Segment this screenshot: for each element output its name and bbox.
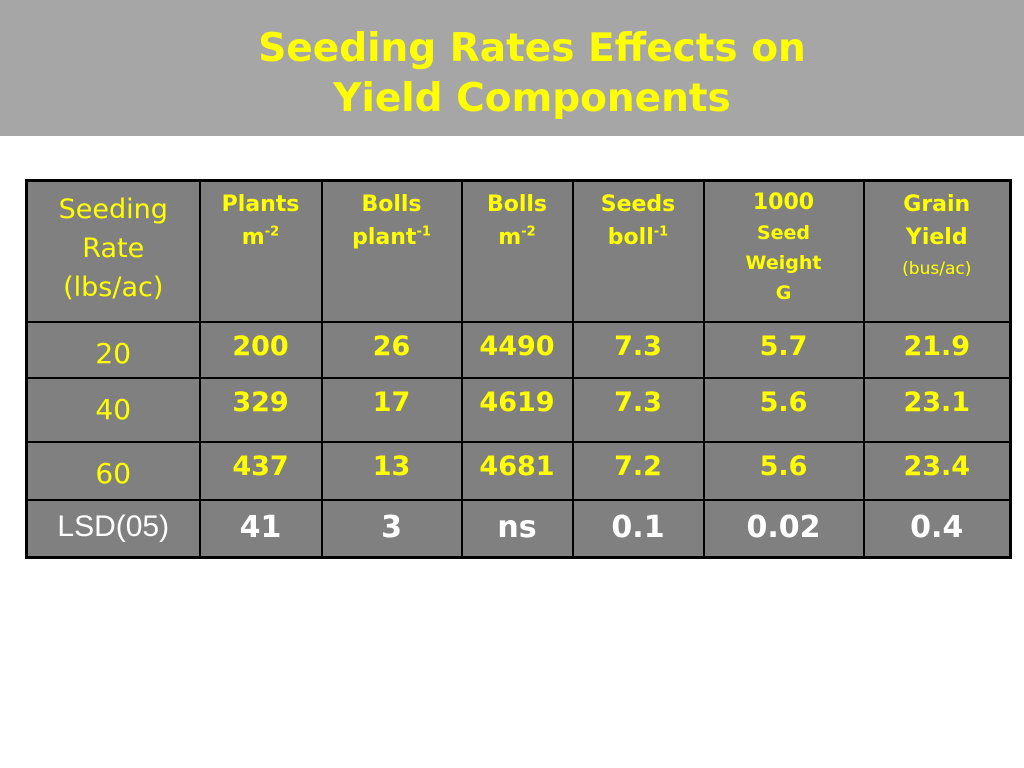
yield-components-table: Seeding Rate (lbs/ac) Plants m-2 Bolls p…	[25, 179, 1012, 559]
header-plants-unit: m-2	[241, 224, 280, 250]
header-bolls-per-m2-label: Bolls	[486, 192, 548, 217]
table-cell: 23.4	[862, 441, 1012, 501]
header-bolls-per-m2: Bolls m-2	[460, 179, 574, 323]
header-seeds-per-boll-unit: boll-1	[607, 224, 669, 250]
header-seed-weight-line: G	[775, 282, 792, 304]
table-cell: ns	[460, 499, 574, 558]
header-bolls-per-plant-label: Bolls	[361, 192, 422, 217]
table-cell: 0.4	[862, 499, 1012, 558]
header-grain-yield-line: Yield	[905, 225, 968, 250]
header-seed-weight-line: Weight	[745, 252, 822, 274]
header-plants: Plants m-2	[198, 179, 323, 323]
header-grain-yield-line: Grain	[903, 192, 971, 217]
table-cell: 13	[320, 441, 463, 501]
header-bolls-per-m2-unit: m-2	[498, 224, 536, 250]
table-cell: 0.02	[702, 499, 865, 558]
row-label: 60	[25, 441, 201, 501]
title-line-2: Yield Components	[333, 76, 731, 121]
header-grain-yield: Grain Yield (bus/ac)	[862, 179, 1012, 323]
row-label: 40	[25, 377, 201, 443]
header-plants-label: Plants	[221, 192, 300, 217]
table-cell: 23.1	[862, 377, 1012, 443]
table-row: 20 200 26 4490 7.3 5.7 21.9	[25, 321, 1012, 379]
table-cell: 17	[320, 377, 463, 443]
table-cell: 7.3	[571, 377, 705, 443]
table-row: 40 329 17 4619 7.3 5.6 23.1	[25, 377, 1012, 443]
row-label: LSD(05)	[25, 499, 201, 558]
header-seeding-rate-line: (lbs/ac)	[63, 272, 164, 303]
header-seed-weight-line: Seed	[756, 222, 811, 244]
header-bolls-per-plant: Bolls plant-1	[320, 179, 463, 323]
header-seeding-rate-line: Rate	[82, 233, 145, 264]
title-band	[0, 0, 1024, 136]
table-cell: 5.6	[702, 377, 865, 443]
table-cell: 3	[320, 499, 463, 558]
table-cell: 26	[320, 321, 463, 379]
table-cell: 437	[198, 441, 323, 501]
table-cell: 7.2	[571, 441, 705, 501]
table-cell: 4490	[460, 321, 574, 379]
header-seeds-per-boll: Seeds boll-1	[571, 179, 705, 323]
header-grain-yield-line: (bus/ac)	[902, 259, 972, 279]
header-seeding-rate: Seeding Rate (lbs/ac)	[25, 179, 201, 323]
header-seeds-per-boll-label: Seeds	[600, 192, 676, 217]
header-row: Seeding Rate (lbs/ac) Plants m-2 Bolls p…	[25, 179, 1012, 323]
table-cell: 5.6	[702, 441, 865, 501]
table-cell: 4619	[460, 377, 574, 443]
title-line-1: Seeding Rates Effects on	[258, 26, 806, 71]
table-cell: 200	[198, 321, 323, 379]
table-row-lsd: LSD(05) 41 3 ns 0.1 0.02 0.4	[25, 499, 1012, 558]
table-cell: 21.9	[862, 321, 1012, 379]
table-cell: 7.3	[571, 321, 705, 379]
table-cell: 4681	[460, 441, 574, 501]
header-seeding-rate-line: Seeding	[58, 194, 168, 225]
table-row: 60 437 13 4681 7.2 5.6 23.4	[25, 441, 1012, 501]
table-cell: 0.1	[571, 499, 705, 558]
page-title: Seeding Rates Effects on Yield Component…	[0, 24, 1024, 124]
row-label: 20	[25, 321, 201, 379]
header-bolls-per-plant-unit: plant-1	[352, 224, 431, 250]
header-seed-weight-line: 1000	[752, 190, 815, 215]
table-cell: 41	[198, 499, 323, 558]
table-cell: 5.7	[702, 321, 865, 379]
table-cell: 329	[198, 377, 323, 443]
header-seed-weight: 1000 Seed Weight G	[702, 179, 865, 323]
